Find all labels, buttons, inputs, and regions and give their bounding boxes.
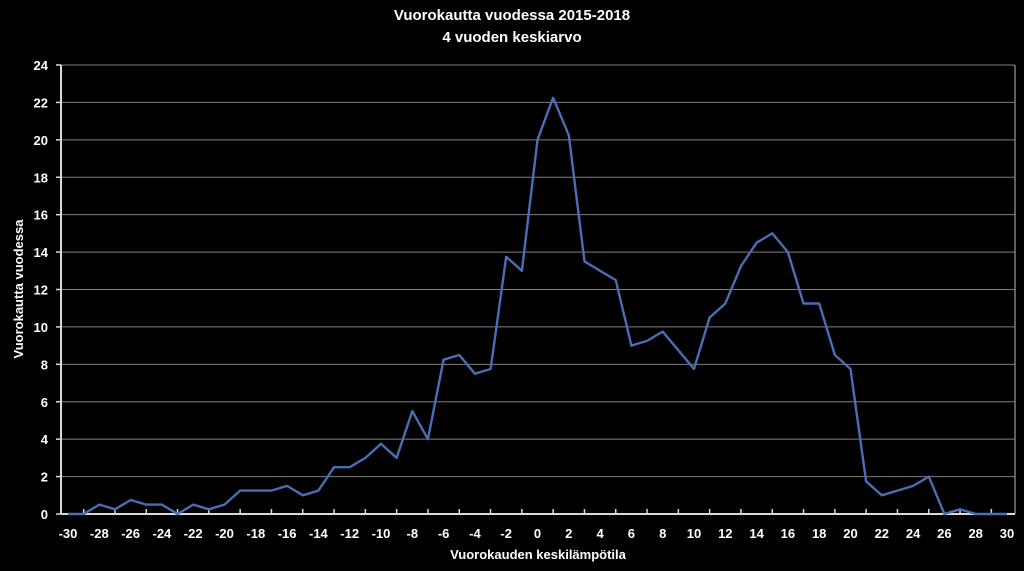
x-tick-label: -16 [278,526,297,541]
x-tick-label: -6 [438,526,450,541]
y-tick-label: 4 [41,432,49,447]
x-axis-tick-labels: -30 -28 -26 -24 -22 -20 -18 -16 -14 -12 -10 -8 -6 -4-… [59,526,1015,541]
chart-title: Vuorokautta vuodessa 2015-2018 [393,7,631,24]
x-tick-label: -22 [184,526,203,541]
x-tick-label: -20 [215,526,234,541]
y-tick-label: 2 [41,470,48,485]
x-tick-label: 18 [812,526,826,541]
x-tick-label: -4 [469,526,481,541]
x-tick-label: -8 [407,526,419,541]
y-tick-label: 0 [41,507,48,522]
x-tick-label: -10 [372,526,391,541]
gridlines [61,64,1016,514]
y-tick-label: 10 [34,320,48,335]
x-tick-label: -26 [121,526,140,541]
x-tick-label: 10 [687,526,701,541]
x-axis-title: Vuorokauden keskilämpötila [450,547,627,562]
x-tick-label: 24 [906,526,921,541]
x-tick-label: -2 [500,526,512,541]
y-tick-label: 6 [41,395,48,410]
y-tick-label: 18 [34,170,48,185]
x-tick-label: 16 [781,526,795,541]
y-tick-label: 16 [34,208,48,223]
x-tick-label: 28 [968,526,982,541]
x-tick-label: 22 [875,526,889,541]
x-tick-label: 4 [596,526,604,541]
x-tick-label: -28 [90,526,109,541]
y-axis-title: Vuorokautta vuodessa [11,219,26,359]
y-tick-label: 14 [34,245,49,260]
x-tick-label: -14 [309,526,329,541]
x-tick-label: 2 [565,526,572,541]
x-tick-label: 26 [937,526,951,541]
x-tick-label: -18 [246,526,265,541]
y-tick-label: 22 [34,95,48,110]
x-tick-label: -24 [153,526,173,541]
x-tick-label: 12 [718,526,732,541]
y-tick-label: 24 [34,58,49,73]
y-tick-label: 12 [34,283,48,298]
x-tick-label: 0 [534,526,541,541]
chart-subtitle: 4 vuoden keskiarvo [442,29,582,46]
x-tick-label: -30 [59,526,78,541]
x-tick-label: 30 [1000,526,1014,541]
x-tick-label: 6 [628,526,635,541]
x-tick-label: 14 [749,526,764,541]
y-tick-label: 8 [41,357,48,372]
axes [56,64,1015,515]
data-series-line [68,96,1007,516]
x-tick-label: 20 [843,526,857,541]
x-tick-label: -12 [340,526,359,541]
y-tick-label: 20 [34,133,48,148]
x-tick-label: 8 [659,526,666,541]
